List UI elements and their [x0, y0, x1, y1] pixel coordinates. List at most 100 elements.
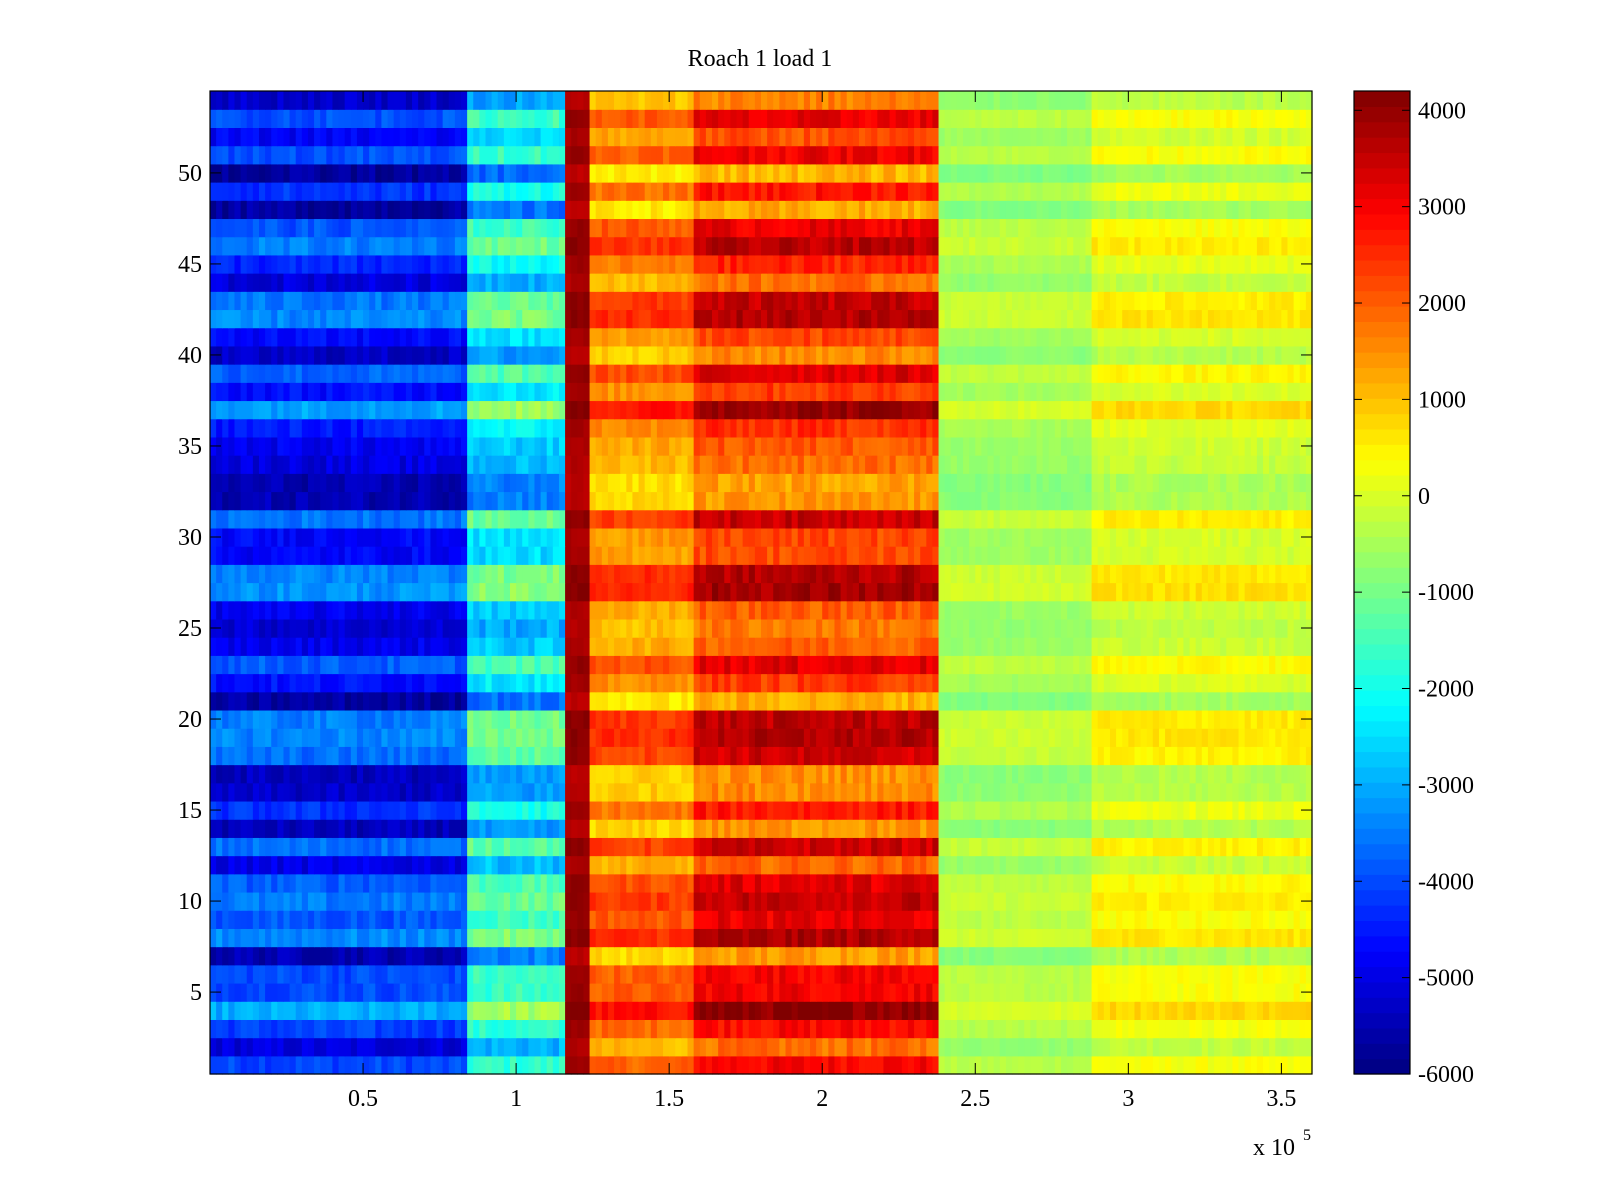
heatmap-cell [620, 964, 627, 984]
heatmap-cell [1036, 946, 1044, 966]
heatmap-cell [675, 819, 683, 838]
heatmap-cell [632, 746, 640, 766]
heatmap-cell [932, 691, 940, 711]
heatmap-cell [442, 582, 450, 602]
heatmap-cell [687, 637, 695, 656]
heatmap-cell [1214, 782, 1221, 802]
heatmap-cell [785, 1055, 793, 1075]
heatmap-cell [797, 819, 805, 838]
heatmap-cell [479, 928, 487, 948]
heatmap-cell [644, 564, 652, 584]
heatmap-cell [1146, 837, 1154, 857]
heatmap-cell [1048, 600, 1056, 620]
heatmap-cell [540, 910, 548, 929]
heatmap-cell [516, 637, 523, 656]
heatmap-cell [705, 655, 713, 675]
heatmap-cell [1122, 764, 1129, 784]
heatmap-cell [442, 1019, 450, 1039]
heatmap-cell [1024, 946, 1031, 966]
heatmap-cell [791, 564, 799, 584]
heatmap-cell [675, 782, 683, 802]
heatmap-cell [797, 1037, 805, 1057]
heatmap-cell [473, 673, 480, 693]
heatmap-cell [436, 600, 444, 620]
heatmap-cell [767, 618, 774, 638]
heatmap-cell [509, 819, 517, 838]
heatmap-cell [736, 691, 744, 711]
heatmap-cell [271, 691, 278, 711]
heatmap-cell [675, 728, 683, 747]
heatmap-cell [926, 928, 934, 948]
heatmap-cell [1079, 910, 1087, 929]
heatmap-cell [240, 655, 248, 675]
heatmap-cell [693, 1037, 701, 1057]
heatmap-cell [1244, 800, 1252, 820]
heatmap-cell [1042, 655, 1050, 675]
heatmap-cell [442, 673, 450, 693]
heatmap-cell [516, 837, 523, 857]
heatmap-cell [975, 691, 982, 711]
heatmap-cell [1189, 728, 1197, 747]
heatmap-cell [375, 964, 383, 984]
heatmap-cell [1263, 600, 1270, 620]
heatmap-cell [877, 891, 885, 911]
heatmap-cell [271, 873, 278, 893]
heatmap-cell [1214, 800, 1221, 820]
heatmap-cell [920, 964, 927, 984]
heatmap-cell [222, 964, 229, 984]
heatmap-cell [399, 964, 407, 984]
heatmap-cell [1275, 746, 1282, 766]
heatmap-cell [350, 782, 358, 802]
heatmap-cell [987, 709, 995, 729]
heatmap-cell [718, 709, 725, 729]
heatmap-cell [473, 618, 480, 638]
heatmap-cell [1195, 891, 1203, 911]
heatmap-cell [326, 891, 334, 911]
heatmap-cell [614, 673, 621, 693]
heatmap-cell [1152, 728, 1160, 747]
heatmap-cell [595, 691, 603, 711]
heatmap-cell [252, 1001, 260, 1020]
heatmap-cell [589, 582, 597, 602]
heatmap-cell [252, 582, 260, 602]
heatmap-cell [607, 964, 615, 984]
heatmap-cell [522, 946, 529, 966]
heatmap-cell [724, 764, 731, 784]
heatmap-cell [791, 1001, 799, 1020]
heatmap-cell [485, 837, 493, 857]
heatmap-cell [1060, 1001, 1068, 1020]
heatmap-cell [785, 618, 793, 638]
heatmap-cell [320, 655, 327, 675]
heatmap-cell [271, 855, 278, 875]
heatmap-cell [363, 928, 370, 948]
heatmap-cell [877, 1055, 885, 1075]
heatmap-cell [216, 855, 223, 875]
heatmap-cell [577, 1001, 585, 1020]
heatmap-cell [871, 764, 878, 784]
heatmap-cell [301, 618, 309, 638]
heatmap-cell [485, 910, 493, 929]
heatmap-cell [803, 564, 811, 584]
heatmap-cell [730, 746, 738, 766]
heatmap-cell [828, 637, 836, 656]
heatmap-cell [552, 564, 560, 584]
heatmap-cell [1275, 873, 1282, 893]
heatmap-cell [858, 673, 866, 693]
heatmap-cell [773, 1019, 780, 1039]
heatmap-cell [1238, 673, 1246, 693]
heatmap-cell [234, 873, 242, 893]
heatmap-cell [1109, 637, 1117, 656]
heatmap-cell [914, 728, 921, 747]
heatmap-cell [454, 728, 462, 747]
heatmap-cell [332, 709, 340, 729]
heatmap-cell [418, 746, 425, 766]
heatmap-cell [907, 982, 915, 1002]
heatmap-cell [479, 637, 487, 656]
heatmap-cell [969, 910, 976, 929]
heatmap-cell [436, 1037, 444, 1057]
heatmap-cell [571, 855, 578, 875]
heatmap-cell [1195, 691, 1203, 711]
heatmap-cell [1134, 1037, 1142, 1057]
heatmap-cell [675, 982, 683, 1002]
heatmap-cell [314, 655, 321, 675]
